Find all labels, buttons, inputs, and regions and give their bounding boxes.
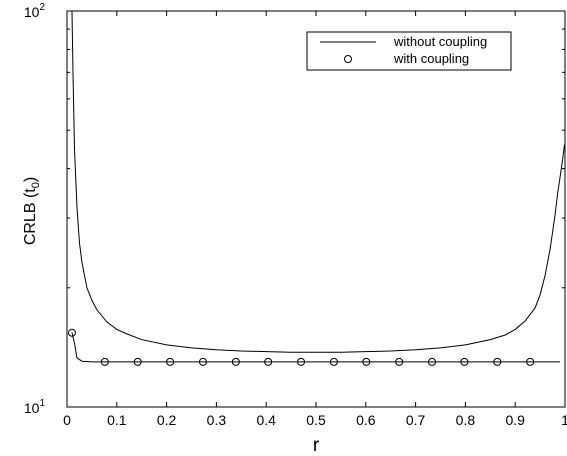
data-point-marker [231,357,240,366]
legend-label-without-coupling: without coupling [393,34,487,49]
data-point-marker [264,357,273,366]
data-point-marker [526,357,535,366]
y-tick-label: 101 [24,398,46,416]
data-point-marker [428,357,437,366]
x-tick-label: 0.2 [157,412,177,428]
x-axis-label: r [313,435,320,456]
data-point-marker [166,357,175,366]
y-tick-label: 102 [24,2,46,20]
x-tick-label: 0.6 [356,412,376,428]
series-line-1 [71,332,561,363]
x-tick-label: 0.7 [406,412,426,428]
x-tick-label: 0.4 [256,412,276,428]
data-point-marker [100,357,109,366]
data-point-marker [329,357,338,366]
data-point-marker [133,357,142,366]
data-point-marker [395,357,404,366]
x-tick-label: 0.8 [456,412,476,428]
axis-ticks: 0 0.1 0.2 0.3 0.4 0.5 0.6 0.7 0.8 0.9 1 101 102 [24,2,567,428]
data-point-marker [460,357,469,366]
legend: without coupling with coupling [306,31,512,71]
data-point-marker [67,328,76,337]
legend-label-with-coupling: with coupling [393,51,469,66]
x-tick-label: 0 [63,412,71,428]
x-tick-label: 0.9 [505,412,525,428]
data-point-marker [362,357,371,366]
x-tick-label: 1 [561,412,567,428]
data-point-marker [297,357,306,366]
y-axis-label: CRLB (t0) [22,177,42,245]
series-line-0 [71,10,565,353]
plot-area [67,10,565,366]
x-tick-label: 0.3 [207,412,227,428]
data-point-marker [493,357,502,366]
legend-circle-symbol [344,55,352,63]
legend-box [306,31,512,71]
x-tick-label: 0.1 [107,412,127,428]
x-tick-label: 0.5 [306,412,326,428]
data-point-marker [198,357,207,366]
